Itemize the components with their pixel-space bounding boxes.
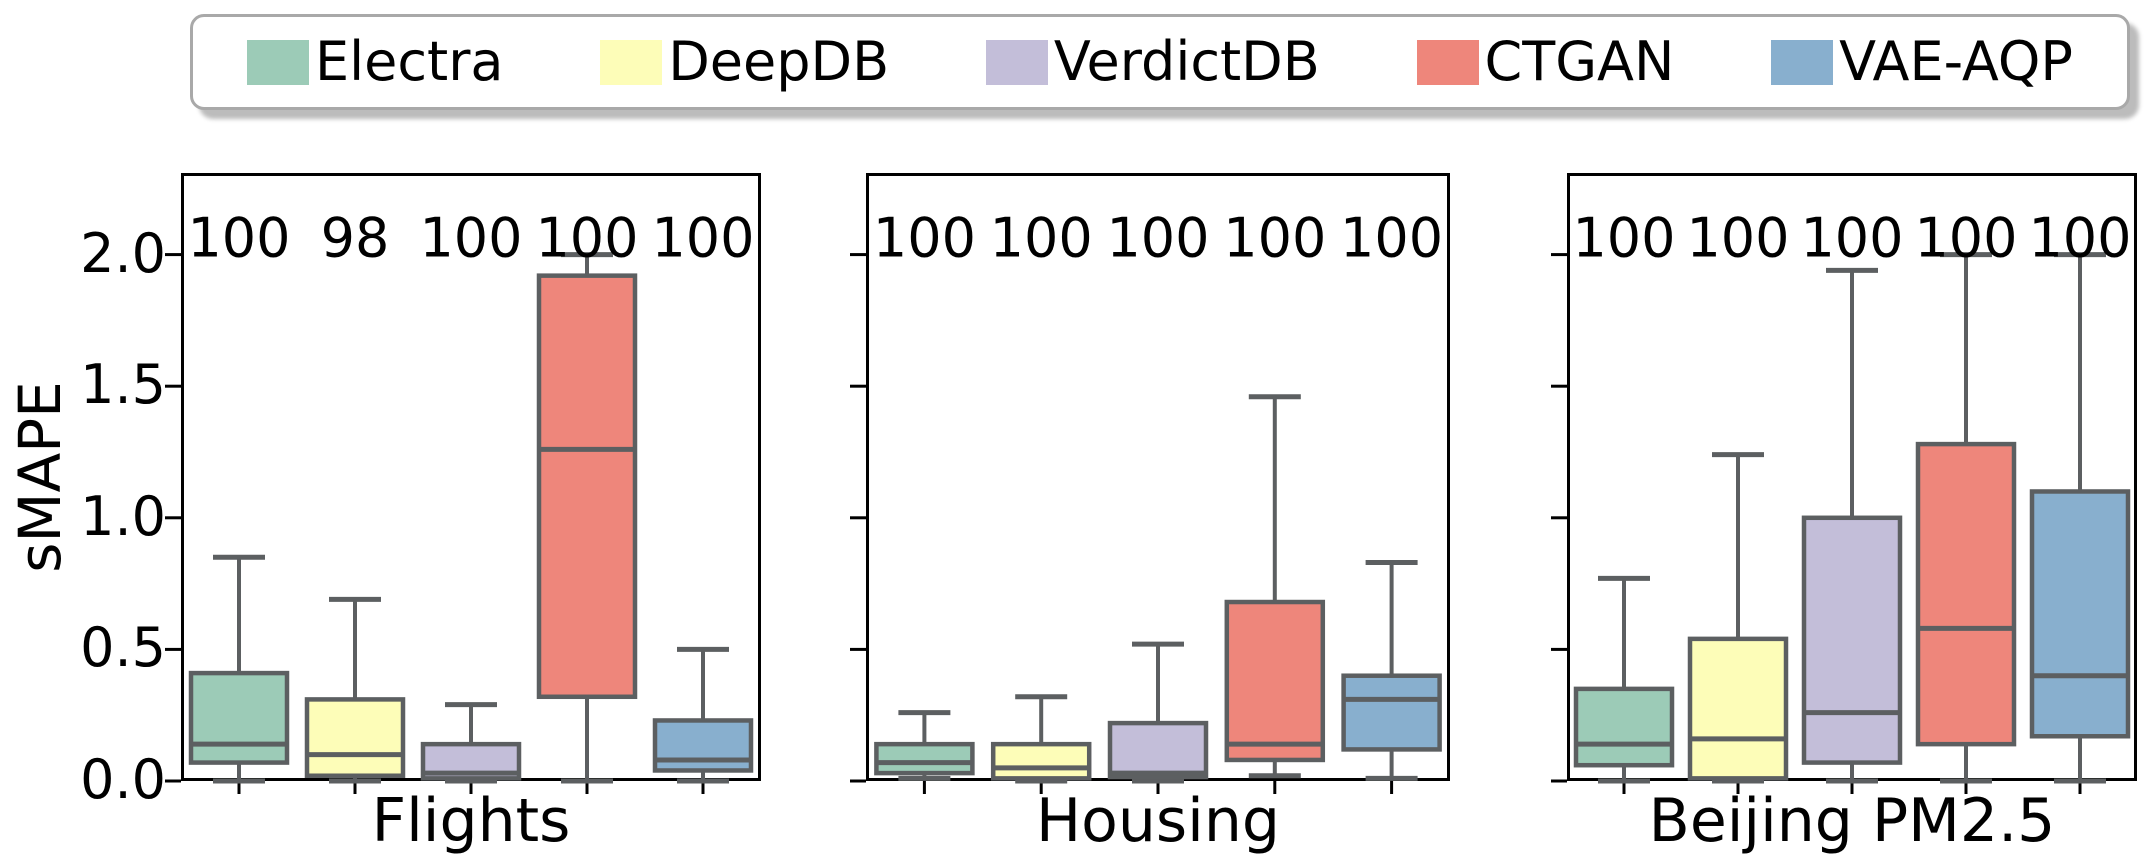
count-annotation: 100: [187, 207, 290, 270]
count-annotation: 100: [535, 207, 638, 270]
subplot-flights: 100 98 100 100 100 Flights: [165, 173, 761, 852]
box-ctgan: [1915, 441, 2017, 747]
count-annotation: 100: [1686, 207, 1789, 270]
y-tick-label-0.0: 0.0: [80, 748, 166, 811]
box-deepdb: [304, 697, 406, 778]
boxplot-canvas-housing: 100 100 100 100 100: [850, 173, 1450, 794]
box-deepdb: [1687, 636, 1789, 781]
y-tick-label-1.5: 1.5: [80, 353, 166, 417]
count-annotation: 100: [2028, 207, 2131, 270]
subplot-beijing-pm25: 100 100 100 100 100 Beijing PM2.5: [1551, 173, 2137, 852]
legend-label-deepdb: DeepDB: [668, 30, 890, 93]
count-annotation: 100: [1223, 207, 1326, 270]
box-vae-aqp: [652, 718, 754, 773]
box-verdictdb: [1801, 515, 1903, 765]
box-vae-aqp: [2029, 489, 2131, 739]
legend-item-verdictdb: VerdictDB: [985, 30, 1320, 93]
count-annotation: 98: [321, 207, 390, 270]
boxplot-canvas-flights: 100 98 100 100 100: [165, 173, 761, 794]
y-tick-label-1.0: 1.0: [80, 484, 166, 548]
deepdb-color-swatch: [600, 39, 663, 85]
x-axis-label-housing: Housing: [1036, 786, 1280, 856]
ctgan-color-swatch: [1416, 39, 1479, 85]
count-annotation: 100: [419, 207, 522, 270]
electra-color-swatch: [247, 39, 309, 85]
box-verdictdb: [1107, 720, 1209, 780]
legend-item-ctgan: CTGAN: [1416, 30, 1675, 93]
legend: Electra DeepDB VerdictDB CTGAN VAE-AQP: [190, 14, 2130, 110]
boxplot-canvas-beijing-pm25: 100 100 100 100 100: [1551, 173, 2137, 794]
box-electra: [874, 741, 975, 776]
legend-item-electra: Electra: [247, 35, 504, 89]
box-ctgan: [1224, 599, 1326, 763]
vae-aqp-color-swatch: [1771, 39, 1834, 85]
box-vae-aqp: [1341, 673, 1442, 752]
legend-label-electra: Electra: [315, 30, 504, 93]
legend-label-ctgan: CTGAN: [1484, 30, 1675, 93]
legend-item-deepdb: DeepDB: [600, 35, 889, 89]
y-tick-label-0.5: 0.5: [80, 616, 166, 680]
subplot-housing: 100 100 100 100 100 Housing: [850, 173, 1450, 852]
count-annotation: 100: [873, 207, 976, 270]
count-annotation: 100: [651, 207, 754, 270]
legend-label-verdictdb: VerdictDB: [1053, 30, 1320, 93]
box-electra: [1573, 686, 1675, 768]
x-axis-label-flights: Flights: [371, 786, 571, 856]
box-electra: [188, 670, 290, 765]
count-annotation: 100: [1572, 207, 1675, 270]
verdictdb-color-swatch: [985, 39, 1048, 85]
count-annotation: 100: [1106, 207, 1209, 270]
box-deepdb: [990, 741, 1092, 781]
count-annotation: 100: [990, 207, 1093, 270]
box-ctgan: [536, 273, 638, 700]
y-tick-label-2.0: 2.0: [80, 221, 166, 285]
legend-label-vae-aqp: VAE-AQP: [1839, 30, 2073, 93]
count-annotation: 100: [1800, 207, 1903, 270]
legend-item-vae-aqp: VAE-AQP: [1771, 35, 2073, 89]
x-axis-label-beijing-pm25: Beijing PM2.5: [1648, 786, 2056, 856]
count-annotation: 100: [1340, 207, 1443, 270]
count-annotation: 100: [1914, 207, 2017, 270]
